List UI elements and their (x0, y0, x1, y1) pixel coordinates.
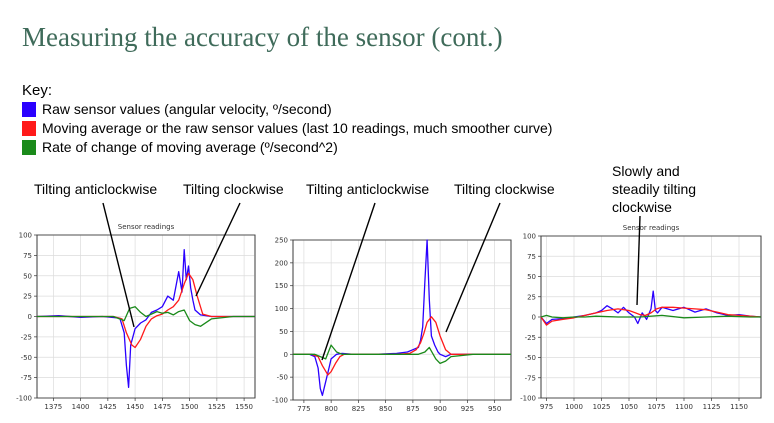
annotation-anticlockwise-1: Tilting anticlockwise (34, 181, 158, 197)
raw-series-line (36, 249, 255, 389)
x-tick-label: 925 (461, 405, 474, 413)
y-tick-label: 25 (23, 293, 32, 301)
plot-area (292, 239, 512, 401)
y-tick-label: -100 (272, 397, 288, 405)
annotation-pointers (102, 202, 641, 361)
x-tick-label: 1375 (44, 403, 62, 411)
moving-average-line (37, 272, 255, 349)
y-tick-label: -25 (525, 334, 536, 342)
y-tick-label: -25 (21, 333, 32, 341)
x-tick-label: 1125 (703, 403, 721, 411)
y-tick-label: 200 (275, 259, 288, 267)
chart-3: 100 75 50 25 0 -25 -50 -75 -100 975 1000 1025 1050 10… (520, 224, 762, 411)
x-tick-label: 1500 (181, 403, 199, 411)
x-tick-label: 950 (488, 405, 501, 413)
key-swatch-moving-average (22, 120, 36, 136)
chart-title: Sensor readings (118, 223, 175, 231)
annotation-pointer-line (195, 202, 241, 297)
key-item-moving-average: Moving average or the raw sensor values … (22, 120, 552, 136)
annotation-pointer-line (636, 215, 641, 306)
plot-frame (292, 239, 512, 401)
y-tick-label: 50 (23, 272, 32, 280)
annotation-pointer-line (102, 202, 135, 328)
raw-series-line (293, 239, 511, 397)
x-tick-label: 975 (540, 403, 553, 411)
x-tick-label: 1475 (153, 403, 171, 411)
x-tick-label: 1525 (208, 403, 226, 411)
y-tick-label: 0 (532, 314, 536, 322)
x-tick-label: 1075 (648, 403, 666, 411)
y-tick-label: -75 (525, 374, 536, 382)
chart-title: Sensor readings (623, 224, 680, 232)
x-tick-label: 1050 (620, 403, 638, 411)
y-tick-label: -100 (16, 395, 32, 403)
y-tick-label: 25 (527, 293, 536, 301)
x-tick-label: 1400 (72, 403, 90, 411)
x-tick-label: 1425 (99, 403, 117, 411)
y-tick-label: 150 (275, 282, 288, 290)
y-tick-label: -50 (21, 354, 32, 362)
y-tick-label: 100 (275, 305, 288, 313)
key-swatch-rate (22, 139, 36, 155)
chart-2: 250 200 150 100 50 0 -50 -100 775 800 825 850 875 900… (272, 237, 512, 413)
moving-average-line (540, 306, 762, 326)
page-title: Measuring the accuracy of the sensor (co… (22, 22, 503, 52)
chart-1: 100 75 50 25 0 -25 -50 -75 -100 1375 1400 1425 1450 1… (16, 223, 256, 411)
x-tick-label: 1550 (235, 403, 253, 411)
y-tick-label: 50 (527, 273, 536, 281)
annotation-clockwise-2: Tilting clockwise (454, 181, 555, 197)
y-tick-label: 0 (284, 351, 288, 359)
x-tick-label: 850 (379, 405, 392, 413)
x-tick-label: 900 (433, 405, 446, 413)
rate-of-change-line (293, 344, 511, 365)
key-item-rate: Rate of change of moving average (º/seco… (22, 139, 338, 155)
annotation-slow-tilt: Slowly and steadily tilting clockwise (612, 163, 697, 215)
y-tick-label: 100 (523, 233, 536, 241)
y-tick-label: -50 (525, 354, 536, 362)
y-tick-label: -50 (277, 374, 288, 382)
key-swatch-raw (22, 101, 36, 117)
x-tick-label: 1150 (730, 403, 748, 411)
key-heading: Key: (22, 82, 53, 99)
x-tick-label: 1000 (565, 403, 583, 411)
y-tick-label: 75 (527, 253, 536, 261)
rate-of-change-line (540, 314, 761, 319)
x-tick-label: 825 (352, 405, 365, 413)
x-tick-label: 775 (297, 405, 310, 413)
x-tick-label: 800 (324, 405, 337, 413)
key-label-raw: Raw sensor values (angular velocity, º/s… (42, 101, 332, 117)
key-label-moving-average: Moving average or the raw sensor values … (42, 120, 553, 136)
y-tick-label: 0 (28, 313, 32, 321)
annotation-pointer-line (321, 202, 376, 361)
y-tick-label: -75 (21, 374, 32, 382)
y-tick-label: 100 (19, 232, 32, 240)
x-tick-label: 1100 (675, 403, 693, 411)
x-tick-label: 1450 (126, 403, 144, 411)
annotation-pointer-line (445, 202, 501, 333)
annotation-anticlockwise-2: Tilting anticlockwise (306, 181, 430, 197)
x-tick-label: 875 (406, 405, 419, 413)
x-tick-label: 1025 (593, 403, 611, 411)
annotation-clockwise-1: Tilting clockwise (183, 181, 284, 197)
y-tick-label: 250 (275, 237, 288, 245)
y-tick-label: 75 (23, 252, 32, 260)
y-tick-label: 50 (279, 328, 288, 336)
key-item-raw: Raw sensor values (angular velocity, º/s… (22, 101, 332, 117)
key-label-rate: Rate of change of moving average (º/seco… (42, 139, 338, 155)
y-tick-label: -100 (520, 395, 536, 403)
rate-of-change-line (37, 306, 255, 327)
